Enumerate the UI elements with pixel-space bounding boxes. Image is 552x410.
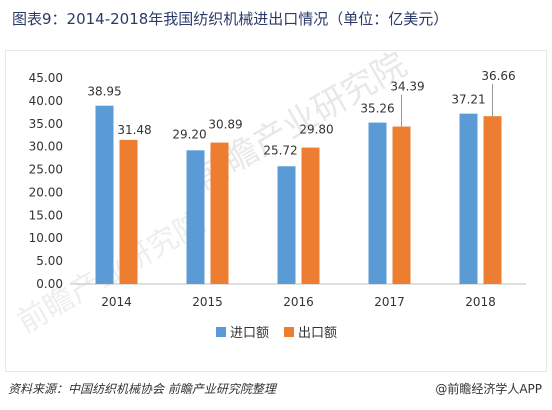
y-tick-label: 20.00	[29, 185, 63, 199]
y-tick-label: 5.00	[36, 254, 63, 268]
y-tick-label: 0.00	[36, 277, 63, 291]
data-label-import: 25.72	[263, 143, 297, 157]
x-tick-label: 2014	[101, 295, 132, 309]
data-label-export: 30.89	[208, 118, 242, 132]
y-tick-label: 25.00	[29, 163, 63, 177]
data-label-export: 36.66	[481, 69, 515, 83]
bar-chart: 前瞻产业研究院前瞻产业研究院0.005.0010.0015.0020.0025.…	[12, 51, 526, 341]
data-label-export: 29.80	[299, 123, 333, 137]
bar-import	[95, 105, 114, 284]
x-tick-label: 2017	[374, 295, 405, 309]
bar-export	[392, 126, 411, 284]
bar-import	[368, 122, 387, 284]
y-tick-label: 10.00	[29, 231, 63, 245]
data-label-import: 29.20	[172, 127, 206, 141]
data-label-export: 31.48	[117, 123, 151, 137]
legend-swatch-export	[284, 327, 294, 337]
bar-export	[301, 147, 320, 284]
y-tick-label: 45.00	[29, 71, 63, 85]
bar-import	[186, 150, 205, 284]
data-label-import: 35.26	[360, 102, 394, 116]
bar-import	[459, 113, 478, 284]
legend-swatch-import	[216, 327, 226, 337]
bar-export	[119, 139, 138, 284]
chart-title: 图表9：2014-2018年我国纺织机械进出口情况（单位：亿美元）	[12, 10, 449, 28]
y-tick-label: 30.00	[29, 140, 63, 154]
legend-label-import: 进口额	[230, 326, 269, 341]
y-tick-label: 40.00	[29, 94, 63, 108]
bar-import	[277, 166, 296, 284]
brand-credit: @前瞻经济学人APP	[435, 382, 542, 396]
legend-label-export: 出口额	[298, 326, 337, 341]
y-tick-label: 35.00	[29, 117, 63, 131]
x-tick-label: 2015	[192, 295, 223, 309]
bar-export	[483, 116, 502, 284]
y-tick-label: 15.00	[29, 208, 63, 222]
data-label-export: 34.39	[390, 80, 424, 94]
bar-export	[210, 142, 229, 284]
x-tick-label: 2018	[465, 295, 496, 309]
x-tick-label: 2016	[283, 295, 314, 309]
data-label-import: 38.95	[87, 85, 121, 99]
data-label-import: 37.21	[451, 93, 485, 107]
chart-area: 前瞻产业研究院前瞻产业研究院0.005.0010.0015.0020.0025.…	[5, 50, 547, 372]
source-note: 资料来源：中国纺织机械协会 前瞻产业研究院整理	[8, 382, 276, 396]
